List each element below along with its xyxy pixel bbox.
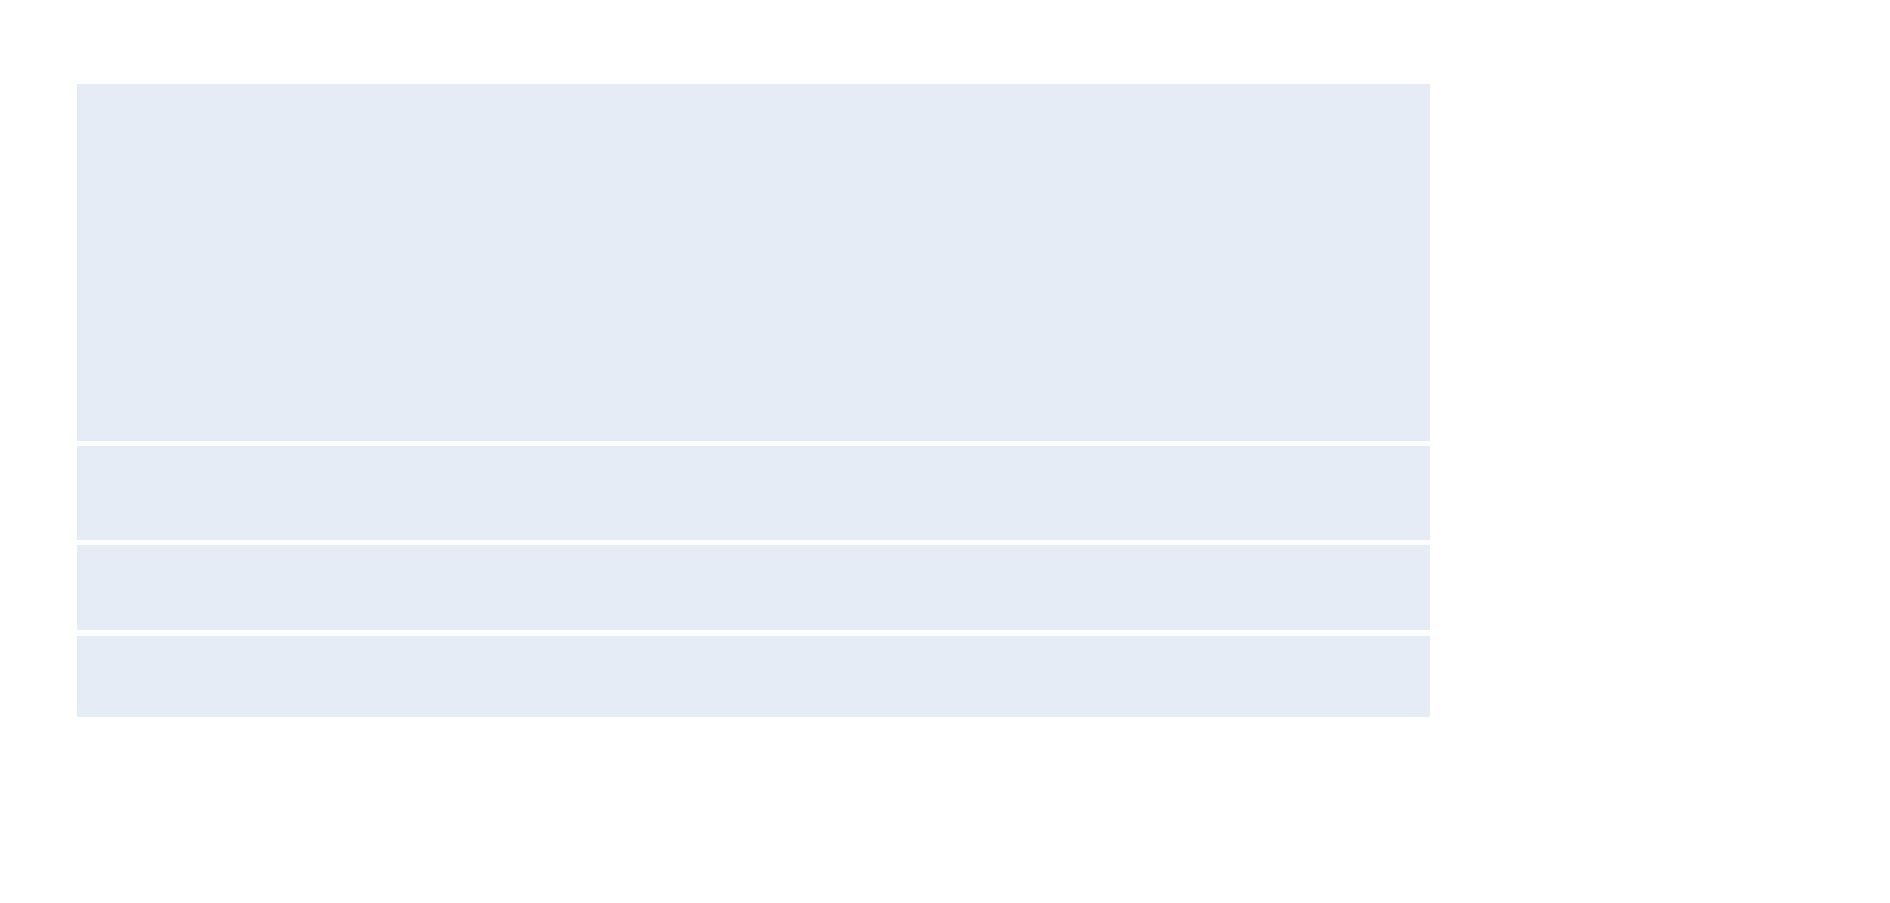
volume-subplot[interactable] bbox=[77, 446, 1430, 540]
price-plot-svg bbox=[77, 84, 1430, 441]
price-subplot[interactable] bbox=[77, 84, 1430, 441]
rsi-plot-svg bbox=[77, 636, 1430, 717]
macd-subplot[interactable] bbox=[77, 545, 1430, 630]
rsi-subplot[interactable] bbox=[77, 636, 1430, 717]
volume-plot-svg bbox=[77, 446, 1430, 540]
x-axis bbox=[77, 717, 1430, 777]
macd-plot-svg bbox=[77, 545, 1430, 630]
